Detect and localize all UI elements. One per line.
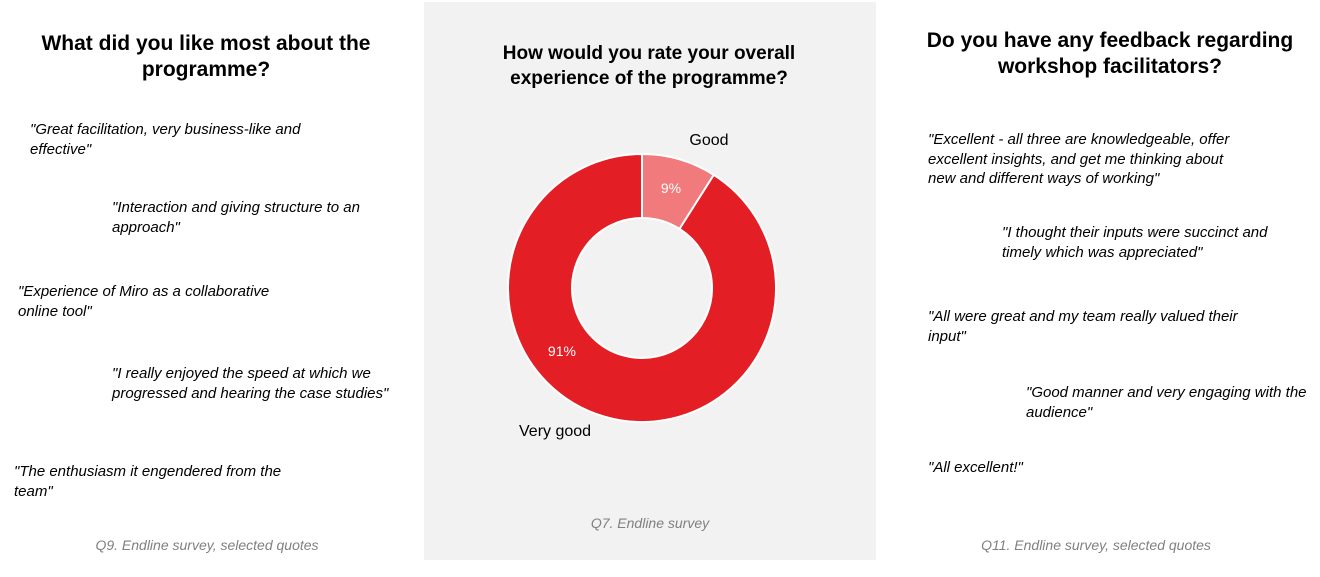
quote-2: "Interaction and giving structure to an … [112,199,360,236]
data-label-very-good: 91% [548,343,576,359]
right-panel: Do you have any feedback regarding works… [880,0,1320,577]
chart-title: How would you rate your overall experien… [502,43,796,89]
donut-chart: 9% Good 91% Very good [507,132,777,440]
quote-4: "I really enjoyed the speed at which we … [112,365,389,402]
slice-very-good [507,152,777,423]
quote-10: "All excellent!" [928,459,1023,476]
data-label-good: 9% [661,180,681,196]
left-panel: What did you like most about the program… [0,0,420,577]
category-label-very-good: Very good [519,423,591,440]
middle-panel: How would you rate your overall experien… [424,2,876,560]
quote-9: "Good manner and very engaging with the … [1026,384,1307,421]
quote-1: "Great facilitation, very business-like … [30,121,301,158]
right-source-note: Q11. Endline survey, selected quotes [981,537,1211,553]
quote-8-text: "All were great and my team really value… [928,308,1238,345]
quote-6: "Excellent - all three are knowledgeable… [928,131,1230,187]
quote-5: "The enthusiasm it engendered from the t… [14,463,282,500]
category-label-good: Good [689,132,728,149]
quote-3: "Experience of Miro as a collaborative o… [18,283,270,320]
right-panel-title: Do you have any feedback regarding works… [926,29,1294,78]
middle-source-note: Q7. Endline survey [590,515,710,531]
left-panel-title: What did you like most about the program… [41,32,371,81]
quote-7: "I thought their inputs were succinct an… [1002,224,1268,261]
left-source-note: Q9. Endline survey, selected quotes [95,537,319,553]
quote-8: "All were great and my team really value… [928,307,1263,346]
